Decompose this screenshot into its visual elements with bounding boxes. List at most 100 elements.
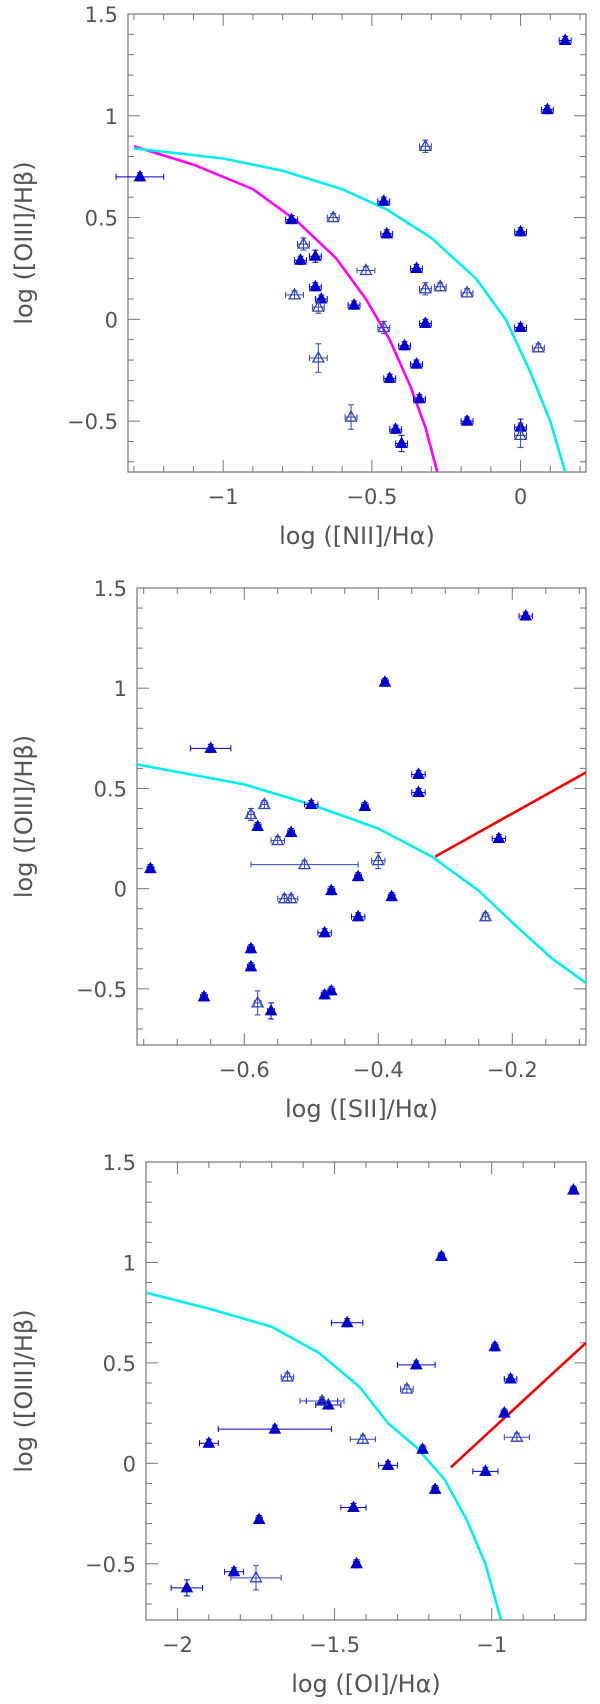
filled-triangle-point (294, 253, 307, 265)
filled-triangle-point (514, 224, 527, 237)
y-tick-label: 0.5 (103, 1352, 136, 1376)
filled-triangle-point (378, 675, 392, 687)
filled-triangle-point (304, 797, 318, 809)
filled-triangle-point (227, 1564, 241, 1577)
y-tick-label: 0.5 (85, 207, 118, 231)
panel-3: −2 −1.5 −1 −0.5 0 0.5 1 1.5 log ([OI]/Hα) log ([O… (10, 1151, 587, 1698)
filled-triangle-point (347, 1500, 360, 1513)
filled-triangle-point (395, 436, 408, 449)
filled-triangle-point (540, 102, 554, 115)
open-triangle-point (400, 1381, 414, 1394)
filled-triangle-point (383, 371, 397, 383)
demarcation-curve (133, 145, 439, 472)
x-tick-label: 0 (514, 485, 527, 509)
filled-triangle-point (264, 1003, 278, 1016)
open-triangle-point (284, 891, 298, 904)
open-triangle-point (257, 797, 271, 810)
y-tick-label: 1 (123, 1251, 136, 1275)
open-triangle-point (478, 909, 493, 922)
y-tick-label: −0.5 (76, 978, 127, 1002)
filled-triangle-point (398, 338, 411, 351)
filled-triangle-point (497, 1406, 511, 1418)
filled-triangle-point (504, 1371, 517, 1384)
open-triangle-point (315, 1393, 329, 1406)
x-tick-label: −0.6 (219, 1058, 270, 1082)
filled-triangle-point (428, 1482, 442, 1494)
filled-triangle-point (389, 422, 403, 434)
filled-triangle-point (412, 767, 425, 779)
demarcation-curve (137, 763, 586, 984)
open-triangle-point (271, 833, 285, 846)
filled-triangle-point (410, 357, 423, 369)
filled-triangle-point (492, 831, 506, 844)
filled-triangle-point (347, 298, 361, 310)
y-tick-label: 1 (114, 677, 127, 701)
open-triangle-point (371, 853, 385, 866)
filled-triangle-point (244, 959, 258, 972)
open-triangle-point (433, 279, 447, 292)
x-tick-label: −1 (476, 1633, 507, 1657)
y-axis-label: log ([OIII]/Hβ) (10, 1309, 38, 1472)
filled-triangle-point (410, 261, 423, 273)
y-tick-label: 1.5 (94, 577, 127, 601)
filled-triangle-point (318, 987, 331, 1000)
filled-triangle-point (460, 414, 474, 426)
plot-frame (145, 1161, 587, 1621)
demarcation-curve (146, 1291, 503, 1620)
filled-triangle-point (251, 819, 264, 832)
filled-triangle-point (180, 1580, 194, 1593)
filled-triangle-point (284, 825, 298, 838)
plot-frame (127, 13, 587, 473)
y-tick-label: 1.5 (85, 3, 118, 27)
filled-triangle-point (204, 741, 218, 753)
x-axis-label: log ([OI]/Hα) (291, 1670, 441, 1698)
filled-triangle-point (567, 1183, 580, 1195)
filled-triangle-point (350, 1556, 363, 1569)
filled-triangle-point (318, 925, 331, 938)
y-tick-label: −0.5 (85, 1553, 136, 1577)
x-tick-label: −0.4 (353, 1058, 404, 1082)
filled-triangle-point (488, 1339, 502, 1352)
filled-triangle-point (202, 1436, 216, 1448)
filled-triangle-point (558, 33, 572, 45)
y-tick-label: 0.5 (94, 777, 127, 801)
filled-triangle-point (309, 249, 322, 261)
filled-triangle-point (268, 1422, 282, 1434)
open-triangle-point (359, 263, 373, 276)
x-tick-label: −0.2 (487, 1058, 538, 1082)
open-triangle-point (244, 807, 258, 820)
plot-frame (136, 587, 587, 1046)
filled-triangle-point (381, 1458, 395, 1470)
open-triangle-point (531, 340, 546, 353)
filled-triangle-point (377, 194, 391, 206)
open-triangle-point (418, 138, 433, 151)
x-tick-label: −0.5 (346, 485, 397, 509)
open-triangle-point (377, 320, 391, 333)
open-triangle-point (280, 1369, 295, 1382)
demarcation-curve (133, 147, 567, 472)
x-tick-label: −1.5 (309, 1633, 360, 1657)
panel-1: −1 −0.5 0 −0.5 0 0.5 1 1.5 log ([NII]/Hα) log ([O… (10, 3, 587, 550)
filled-triangle-point (519, 609, 533, 621)
filled-triangle-point (324, 983, 338, 996)
y-tick-label: 0 (114, 878, 127, 902)
open-triangle-point (356, 1431, 370, 1444)
y-tick-label: 0 (105, 308, 118, 332)
open-triangle-point (297, 857, 312, 870)
filled-triangle-point (133, 169, 147, 182)
filled-triangle-point (252, 1512, 266, 1525)
demarcation-curve (450, 1341, 586, 1469)
x-tick-label: −1 (208, 485, 239, 509)
filled-triangle-point (385, 889, 399, 902)
panel-2: −0.6 −0.4 −0.2 −0.5 0 0.5 1 1.5 log ([SII]/Hα) lo… (10, 577, 587, 1123)
open-triangle-point (513, 428, 528, 441)
filled-triangle-point (285, 212, 298, 225)
y-tick-label: 0 (123, 1452, 136, 1476)
x-tick-label: −2 (162, 1633, 193, 1657)
y-axis-label: log ([OIII]/Hβ) (10, 735, 38, 898)
filled-triangle-point (351, 869, 365, 882)
filled-triangle-point (144, 861, 157, 874)
filled-triangle-point (324, 883, 338, 896)
open-triangle-point (251, 995, 265, 1008)
